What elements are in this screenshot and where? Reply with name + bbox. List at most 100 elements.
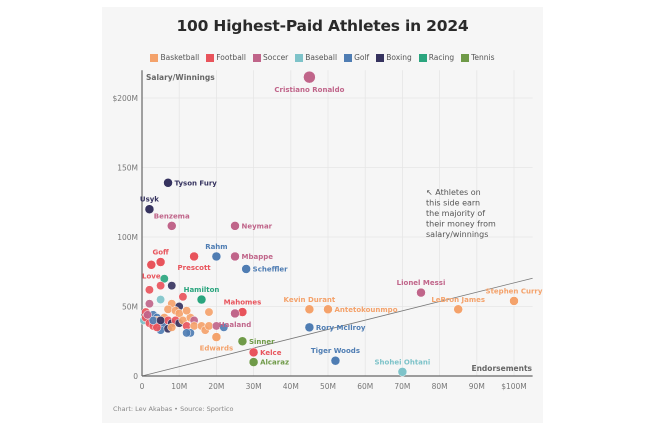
point-soccer [143,310,153,320]
point-label: Prescott [178,264,212,272]
legend-label: Basketball [160,53,200,62]
x-tick-label: 80M [432,382,448,391]
point-racing [159,274,169,284]
point-label: Mahomes [224,299,262,307]
x-axis-title: Endorsements [471,364,532,373]
point-label: Usyk [140,196,159,204]
y-axis-title: Salary/Winnings [146,73,215,82]
point-edwards [211,332,222,342]
point-label: Goff [152,249,169,257]
point-sinner [237,336,248,346]
y-tick-label: 150M [117,164,138,173]
legend-swatch [418,53,427,62]
x-tick-label: 50M [320,382,336,391]
y-tick-label: $200M [112,94,138,103]
point-label: Kelce [260,349,282,357]
point-prescott [189,251,199,262]
point-neymar [230,221,240,231]
axes [141,70,533,377]
point-label: Kevin Durant [284,296,336,304]
diagonal-line [141,277,533,377]
point-label: Lionel Messi [397,279,446,287]
point-boxing [156,315,166,325]
legend-swatch [252,53,261,62]
point-label: Antetokounmpo [335,306,398,314]
point-label: Edwards [200,345,234,353]
point-label: LeBron James [431,296,485,304]
point-alcaraz [248,357,259,367]
point-labels: Cristiano Ronaldo Tyson Fury Usyk Benzema Ne… [140,86,543,366]
point-football [178,292,188,302]
point-goff [155,257,166,267]
point-label: Benzema [154,212,190,220]
legend: Basketball Football Soccer Baseball Golf Boxi… [102,53,543,62]
x-tick-label: 90M [469,382,485,391]
chart-title: 100 Highest-Paid Athletes in 2024 [176,17,469,35]
point-tiger-woods [330,355,341,366]
point-football [144,285,154,295]
legend-swatch [206,53,215,62]
point-lionel-messi [416,287,426,298]
x-tick-label: $100M [501,382,527,391]
legend-item-soccer: Soccer [252,53,288,62]
point-label: Alcaraz [260,359,289,367]
x-tick-label: 10M [171,382,187,391]
x-tick-label: 70M [394,382,410,391]
legend-item-racing: Racing [418,53,455,62]
point-label: Rahm [205,243,227,251]
legend-item-tennis: Tennis [461,53,495,62]
point-basketball [163,304,173,314]
grid [142,70,533,376]
point-label: Shohei Ohtani [375,358,431,366]
point-lebron-james [453,304,463,315]
point-basketball [204,307,214,317]
point-basketball [204,321,214,331]
tick-labels: 0 10M 20M 30M 40M 50M 60M 70M 80M 90M $100M 0 50M 100… [112,94,526,391]
point-label: Love [142,272,161,280]
x-tick-label: 30M [246,382,262,391]
point-boxing [167,281,177,291]
point-kevin-durant [304,304,315,315]
point-shohei-ohtani [397,367,408,377]
x-tick-label: 60M [357,382,373,391]
point-label: Haaland [219,321,251,329]
point-mbappe [230,251,240,262]
point-label: Scheffler [253,265,288,273]
legend-swatch [295,53,304,62]
point-label: Hamilton [184,286,220,294]
point-label: Mbappe [242,253,274,261]
x-tick-label: 40M [283,382,299,391]
point-label: Tyson Fury [175,179,218,187]
legend-item-football: Football [206,53,246,62]
point-rory-mcilroy [304,322,315,333]
y-tick-label: 100M [117,233,138,242]
legend-swatch [344,53,353,62]
point-hamilton [196,294,207,305]
point-label: Neymar [242,222,273,230]
point-label: Sinner [249,338,275,346]
x-tick-label: 0 [140,382,145,391]
legend-swatch [376,53,385,62]
legend-label: Football [216,53,246,62]
point-antetokounmpo [323,304,333,315]
annotation-text: ↖ Athletes on this side earn the majority … [426,188,496,239]
x-tick-label: 20M [208,382,224,391]
legend-swatch [461,53,470,62]
point-football [152,322,162,332]
annotation: ↖ Athletes on this side earn the majority … [426,188,496,239]
point-golf [219,322,229,332]
point-soccer [144,299,154,309]
point-kelce [248,347,259,358]
point-haaland [230,308,240,319]
point-cristiano-ronaldo [303,70,316,84]
point-label: Tiger Woods [311,347,360,355]
legend-label: Boxing [386,53,412,62]
point-basketball [182,306,192,316]
legend-label: Racing [428,53,455,62]
point-football [156,281,166,291]
legend-item-golf: Golf [344,53,369,62]
point-usyk [144,204,155,214]
legend-label: Golf [354,53,370,62]
legend-swatch [150,53,159,62]
